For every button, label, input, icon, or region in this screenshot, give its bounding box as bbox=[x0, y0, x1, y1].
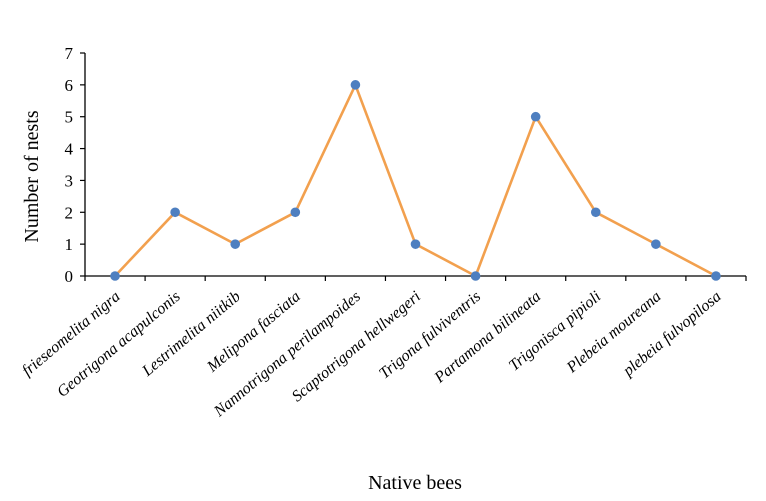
y-tick-label: 1 bbox=[65, 235, 74, 254]
data-point bbox=[230, 239, 241, 249]
x-axis-title: Native bees bbox=[368, 472, 462, 494]
x-tick-label: plebeia fulvopilosa bbox=[619, 288, 724, 380]
data-point bbox=[410, 239, 421, 249]
y-tick-label: 3 bbox=[65, 171, 74, 190]
axes bbox=[84, 53, 746, 277]
data-point bbox=[651, 239, 661, 249]
series-group bbox=[110, 80, 721, 281]
y-axis-title: Number of nests bbox=[21, 110, 43, 242]
x-tick-label: frieseomelita nigra bbox=[19, 288, 124, 380]
y-tick-label: 0 bbox=[65, 267, 74, 286]
y-tick-label: 6 bbox=[65, 76, 74, 95]
x-tick-label: Trigona fulviventris bbox=[376, 288, 484, 382]
data-point bbox=[711, 271, 721, 281]
data-point bbox=[350, 80, 361, 90]
data-point bbox=[470, 271, 481, 281]
x-tick-label: Partamona bilineata bbox=[431, 288, 544, 387]
y-tick-label: 4 bbox=[65, 140, 74, 159]
data-point bbox=[590, 207, 601, 218]
y-axis-ticks: 0 1 2 3 4 5 6 7 bbox=[65, 44, 85, 286]
y-tick-label: 7 bbox=[65, 44, 74, 63]
x-tick-label: Lestrimelita niitkib bbox=[138, 288, 243, 380]
y-tick-label: 2 bbox=[65, 203, 74, 222]
data-point bbox=[110, 271, 120, 281]
data-point bbox=[530, 111, 541, 122]
y-tick-label: 5 bbox=[65, 108, 74, 127]
data-point bbox=[170, 207, 180, 218]
data-point bbox=[290, 207, 301, 218]
